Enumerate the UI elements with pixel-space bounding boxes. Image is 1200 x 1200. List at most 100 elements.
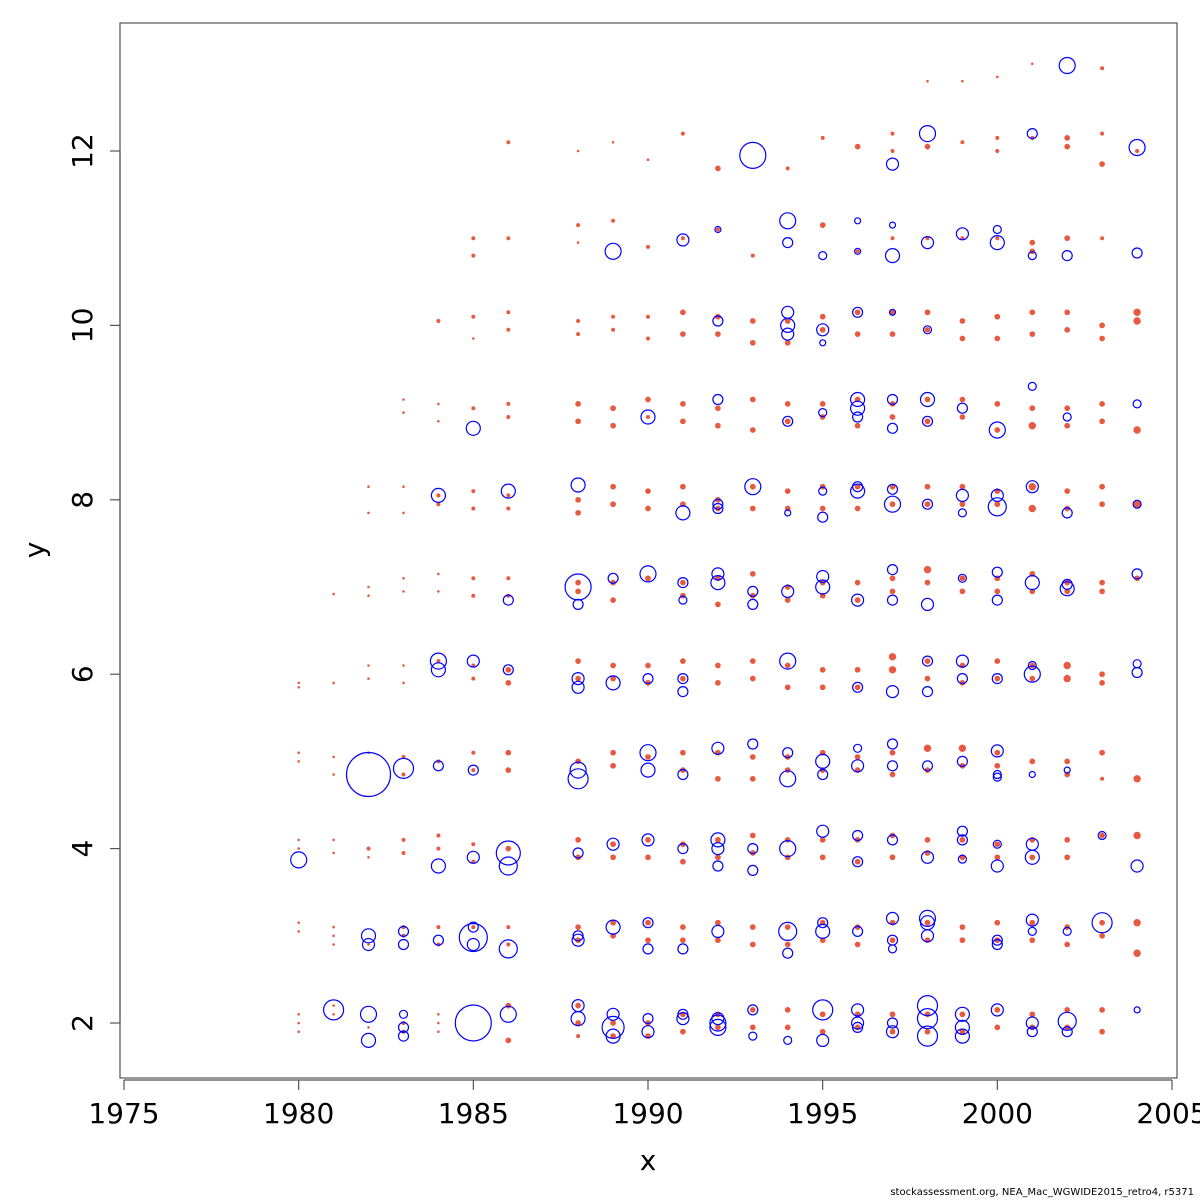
open-bubble-point [886,738,899,750]
filled-bubble-point [715,837,721,843]
filled-bubble-point [575,579,581,586]
open-bubble-point [359,1005,378,1023]
filled-bubble-point [1099,335,1105,342]
filled-bubble-point [1099,680,1105,686]
open-bubble-point [1027,381,1037,391]
open-bubble-point [747,598,759,611]
filled-bubble-point [297,930,301,933]
filled-bubble-point [680,858,686,865]
open-bubble-point [1128,138,1146,157]
open-bubble-point [642,917,654,929]
open-bubble-point [885,157,900,171]
filled-bubble-point [471,314,476,319]
filled-bubble-point [854,422,861,429]
open-bubble-point [572,930,584,942]
open-bubble-point [571,933,585,947]
open-bubble-point [1133,1006,1141,1014]
filled-bubble-point [1099,932,1105,939]
x-tick-label: 1995 [787,1097,858,1130]
filled-bubble-point [1064,309,1071,316]
filled-bubble-point [1099,483,1105,490]
filled-bubble-point [506,576,511,581]
open-bubble-point [918,909,937,928]
filled-bubble-point [819,837,826,843]
open-bubble-point [851,481,864,493]
filled-bubble-point [715,1024,721,1031]
open-bubble-point [712,502,724,515]
open-bubble-point [639,744,657,762]
open-bubble-point [921,415,934,427]
open-bubble-point [850,593,865,607]
open-bubble-point [711,741,725,755]
filled-bubble-point [332,838,335,842]
open-bubble-point [919,391,936,408]
filled-bubble-point [437,402,440,406]
filled-bubble-point [575,758,581,765]
open-bubble-point [991,566,1003,578]
open-bubble-point [918,125,937,143]
filled-bubble-point [1064,488,1071,494]
open-bubble-point [606,1007,620,1021]
filled-bubble-point [924,309,931,316]
filled-bubble-point [1099,161,1105,167]
filled-bubble-point [575,924,581,930]
filled-bubble-point [297,751,301,755]
filled-bubble-point [506,401,511,406]
open-bubble-point [991,594,1003,606]
open-bubble-point [956,402,969,414]
filled-bubble-point [819,313,826,320]
filled-bubble-point [367,943,370,946]
filled-bubble-point [437,419,440,423]
filled-bubble-point [1064,941,1071,948]
open-bubble-point [640,762,656,778]
filled-bubble-point [854,143,861,150]
filled-bubble-point [401,837,406,842]
filled-bubble-point [924,483,931,490]
filled-bubble-point [889,501,896,508]
filled-bubble-point [1029,854,1036,861]
filled-bubble-point [784,401,791,407]
filled-bubble-point [994,762,1001,769]
open-bubble-point [955,227,970,241]
filled-bubble-point [784,488,791,494]
filled-bubble-point [332,773,335,776]
filled-bubble-point [819,1028,826,1035]
filled-bubble-point [680,749,686,756]
open-bubble-point [887,944,898,954]
open-bubble-point [1028,770,1036,779]
filled-bubble-point [924,675,931,682]
filled-bubble-point [332,592,335,596]
filled-bubble-point [437,1021,440,1025]
filled-bubble-point [1031,62,1034,66]
filled-bubble-point [611,218,616,223]
open-bubble-point [1132,659,1142,669]
open-bubble-point [1027,926,1037,937]
filled-bubble-point [402,590,405,593]
filled-bubble-point [680,658,686,664]
filled-bubble-point [645,488,651,494]
filled-bubble-point [471,337,475,340]
filled-bubble-point [715,331,721,337]
open-bubble-point [816,323,830,337]
filled-bubble-point [575,1002,581,1009]
filled-bubble-point [1133,918,1141,927]
filled-bubble-point [471,253,476,258]
filled-bubble-point [889,771,896,778]
open-bubble-point [398,1009,409,1019]
filled-bubble-point [1064,758,1071,765]
filled-bubble-point [749,1024,756,1031]
filled-bubble-point [367,585,370,589]
filled-bubble-point [784,662,791,669]
open-bubble-point [1059,581,1075,597]
filled-bubble-point [297,685,301,689]
open-bubble-point [956,672,969,685]
filled-bubble-point [819,854,826,861]
open-bubble-point [989,235,1005,251]
filled-bubble-point [576,223,581,228]
filled-bubble-point [402,664,405,667]
open-bubble-point [323,999,345,1021]
open-bubble-point [739,141,767,169]
filled-bubble-point [1064,405,1071,412]
filled-bubble-point [1029,937,1036,944]
